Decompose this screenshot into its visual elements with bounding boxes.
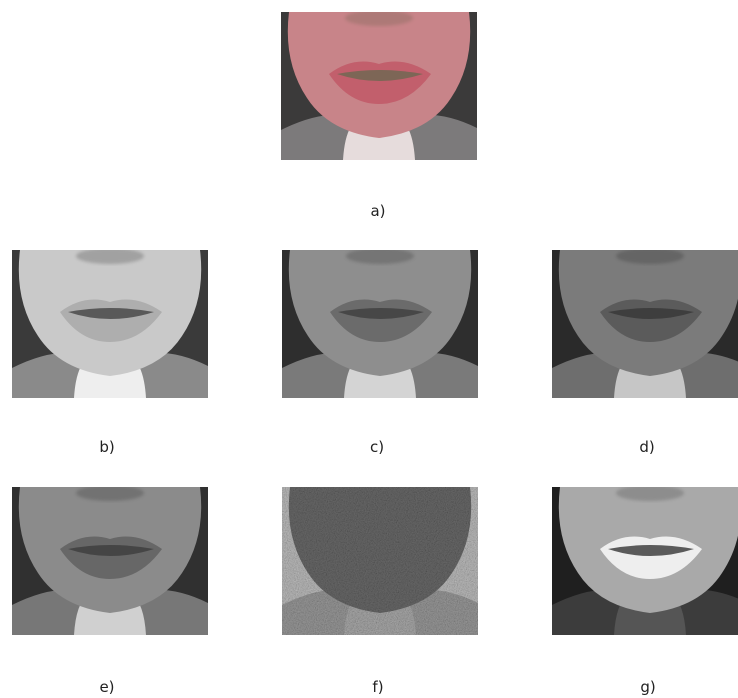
panel-label: f) (372, 678, 383, 696)
panel-image (281, 12, 477, 160)
panel-label: g) (640, 678, 655, 696)
figure: a) b) c) d) e) f) g) (0, 0, 738, 698)
face-drawing (282, 487, 478, 635)
panel-image (282, 487, 478, 635)
panel-image (282, 250, 478, 398)
face-drawing (281, 12, 477, 160)
face-drawing (12, 250, 208, 398)
face-drawing (12, 487, 208, 635)
face-drawing (282, 250, 478, 398)
panel-label: a) (370, 202, 385, 220)
panel-label: c) (370, 438, 384, 456)
panel-label: d) (639, 438, 654, 456)
panel-label: b) (99, 438, 114, 456)
panel-image (552, 487, 738, 635)
panel-image (12, 487, 208, 635)
face-drawing (552, 487, 738, 635)
panel-image (12, 250, 208, 398)
panel-label: e) (99, 678, 114, 696)
panel-image (552, 250, 738, 398)
face-drawing (552, 250, 738, 398)
